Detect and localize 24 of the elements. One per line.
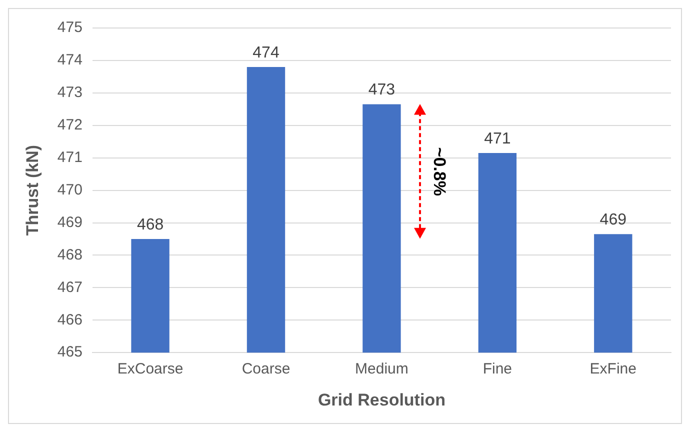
y-tick-label: 467 [57,278,82,296]
y-tick-label: 474 [57,52,82,69]
x-tick-label: Medium [355,360,408,378]
data-label: 474 [252,44,280,62]
y-tick-label: 468 [57,246,82,264]
y-tick-label: 475 [57,19,82,36]
y-axis-title: Thrust (kN) [22,144,42,236]
y-tick-label: 466 [57,311,82,328]
y-tick-label: 473 [57,84,82,102]
x-tick-label: ExFine [590,360,636,378]
x-axis-title: Grid Resolution [318,390,446,410]
y-tick-label: 471 [57,148,82,166]
y-tick-label: 472 [57,116,82,134]
data-label: 471 [484,130,511,148]
x-tick-label: ExCoarse [117,360,184,378]
y-tick-label: 469 [57,214,82,231]
x-tick-label: Coarse [242,360,290,378]
data-label: 468 [136,216,164,234]
annotation: ~0.8% [430,147,449,196]
data-label: 469 [600,212,627,229]
x-tick-label: Fine [482,360,512,378]
y-tick-label: 465 [57,344,82,361]
data-label: 473 [368,82,396,99]
y-tick-label: 470 [57,181,82,198]
